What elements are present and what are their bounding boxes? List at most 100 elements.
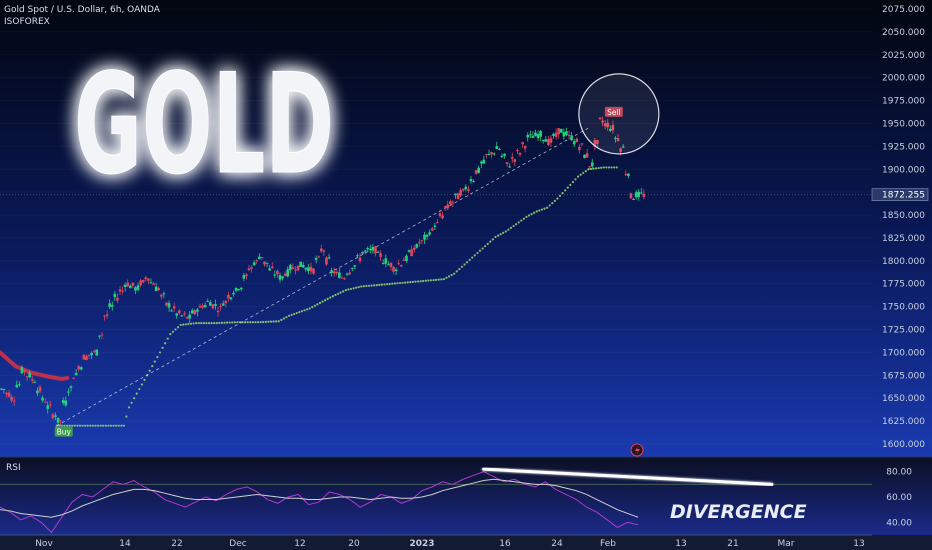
candle-body (229, 297, 233, 300)
bullish-trailing-stop-dot (465, 261, 469, 264)
candle-body (433, 225, 437, 227)
bullish-trailing-stop-dot (223, 321, 226, 324)
candle-body (513, 159, 517, 162)
candle-body (49, 404, 52, 406)
bullish-trailing-stop-dot (507, 228, 510, 231)
bullish-trailing-stop-dot (220, 321, 224, 324)
bullish-trailing-stop-dot (102, 424, 105, 427)
candle-body (632, 199, 635, 201)
price-tick-label: 1600.000 (882, 440, 925, 450)
bullish-trailing-stop-dot (122, 424, 125, 427)
bullish-trailing-stop-dot (117, 424, 120, 427)
candle-body (100, 334, 104, 336)
candle-body (345, 273, 349, 275)
candle-body (54, 415, 57, 417)
alert-icon[interactable] (630, 443, 644, 457)
bullish-trailing-stop-dot (610, 166, 613, 169)
bullish-trailing-stop-dot (256, 321, 260, 324)
candle-body (371, 247, 375, 251)
price-tick-label: 1775.000 (882, 280, 925, 290)
candle-body (358, 257, 362, 262)
candle-body (343, 278, 346, 280)
candle-body (407, 250, 411, 252)
candle-body (467, 189, 470, 191)
candle-body (428, 232, 431, 235)
bullish-trailing-stop-dot (259, 320, 262, 324)
price-panel-bg (0, 0, 932, 457)
bullish-trailing-stop-dot (324, 299, 327, 302)
bullish-trailing-stop-dot (447, 275, 451, 278)
gold-headline: GOLD (74, 44, 334, 205)
candle-body (503, 153, 506, 156)
bullish-trailing-stop-dot (509, 226, 513, 229)
candle-body (477, 167, 481, 173)
bullish-trailing-stop-dot (94, 424, 97, 427)
candle-body (36, 390, 39, 394)
candle-body (136, 285, 140, 290)
candle-body (454, 193, 457, 196)
time-tick-label: 13 (853, 539, 864, 549)
candle-body (167, 303, 171, 308)
price-tick-label: 2000.000 (882, 74, 925, 84)
candle-body (505, 162, 509, 164)
rsi-ma-line (0, 478, 639, 518)
bullish-trailing-stop-dot (533, 211, 536, 214)
candle-body (301, 264, 305, 268)
candle-body (270, 266, 274, 268)
candle-body (392, 266, 395, 272)
bullish-trailing-stop-dot (130, 401, 133, 404)
bullish-trailing-stop-dot (329, 296, 332, 299)
candle-body (642, 193, 646, 197)
candle-body (472, 181, 475, 183)
bullish-trailing-stop-dot (76, 424, 79, 427)
bullish-trailing-stop-dot (280, 318, 283, 322)
bullish-trailing-stop-dot (481, 247, 484, 250)
time-tick-label: 2023 (409, 539, 434, 549)
bullish-trailing-stop-dot (453, 272, 456, 275)
bullish-trailing-stop-dot (442, 278, 445, 281)
bullish-trailing-stop-dot (140, 383, 144, 386)
candle-body (637, 191, 641, 198)
time-axis-bg (0, 535, 932, 550)
candle-body (394, 269, 398, 271)
candle-body (381, 262, 385, 264)
candle-body (239, 287, 243, 290)
bullish-trailing-stop-dot (133, 397, 136, 400)
candle-body (593, 140, 597, 147)
candle-body (116, 297, 119, 301)
candle-body (469, 179, 473, 182)
candle-body (361, 251, 364, 254)
bullish-trailing-stop-dot (494, 235, 497, 239)
bullish-trailing-stop-dot (473, 254, 476, 257)
time-tick-label: 21 (727, 539, 738, 549)
candle-body (260, 257, 264, 259)
bullish-trailing-stop-dot (285, 316, 288, 319)
last-price-label: 1872.255 (882, 191, 925, 201)
candle-body (149, 282, 153, 284)
candle-body (82, 354, 86, 360)
price-tick-label: 1975.000 (882, 97, 925, 107)
candle-body (606, 122, 610, 128)
symbol-title: Gold Spot / U.S. Dollar, 6h, OANDA (4, 5, 160, 15)
bullish-trailing-stop-dot (58, 424, 61, 427)
candle-body (531, 135, 535, 138)
candle-body (252, 262, 256, 266)
bullish-trailing-stop-dot (313, 304, 316, 307)
candle-body (234, 287, 238, 291)
bullish-trailing-stop-dot (355, 286, 358, 289)
candle-body (330, 270, 333, 273)
candle-body (159, 294, 163, 297)
candle-body (621, 146, 625, 148)
price-tick-label: 1950.000 (882, 119, 925, 129)
bullish-trailing-stop-dot (589, 167, 593, 171)
candle-body (575, 138, 579, 143)
candle-body (583, 154, 586, 159)
candle-body (175, 313, 179, 316)
rsi-panel-bg (0, 457, 932, 535)
candle-body (335, 272, 339, 274)
candle-body (332, 271, 336, 274)
candle-body (283, 273, 287, 276)
bullish-trailing-stop-dot (293, 312, 296, 316)
time-tick-label: 13 (675, 539, 686, 549)
